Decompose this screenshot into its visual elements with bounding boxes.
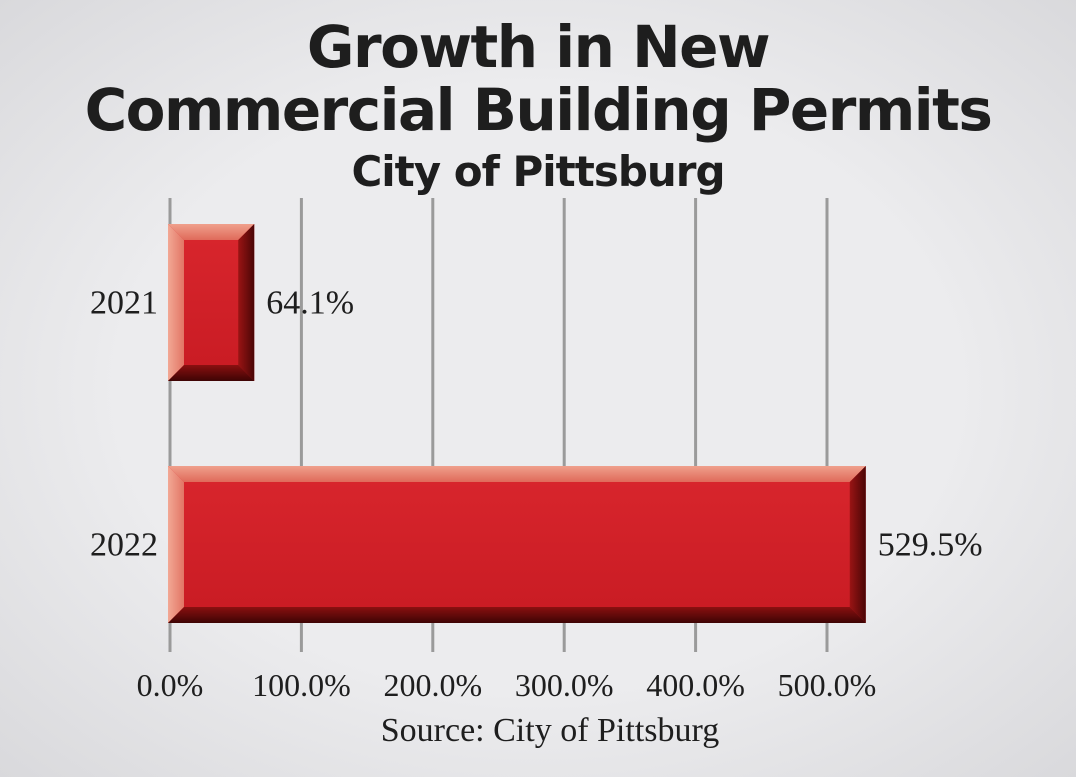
source-note: Source: City of Pittsburg: [380, 712, 720, 749]
category-label: 2021: [90, 285, 158, 322]
category-label: 2022: [90, 527, 158, 564]
bar-2022: [168, 466, 866, 623]
x-tick-label: 0.0%: [137, 667, 204, 703]
chart-title-line-2: Commercial Building Permits: [84, 76, 993, 144]
x-tick-label: 100.0%: [252, 667, 351, 703]
chart-subtitle: City of Pittsburg: [351, 147, 725, 196]
chart-title-line-1: Growth in New: [306, 13, 771, 81]
data-label: 529.5%: [878, 527, 983, 564]
x-tick-label: 300.0%: [515, 667, 614, 703]
x-tick-label: 200.0%: [383, 667, 482, 703]
x-tick-label: 500.0%: [778, 667, 877, 703]
bar-2021: [168, 224, 255, 381]
data-label: 64.1%: [266, 285, 354, 322]
x-tick-label: 400.0%: [646, 667, 745, 703]
